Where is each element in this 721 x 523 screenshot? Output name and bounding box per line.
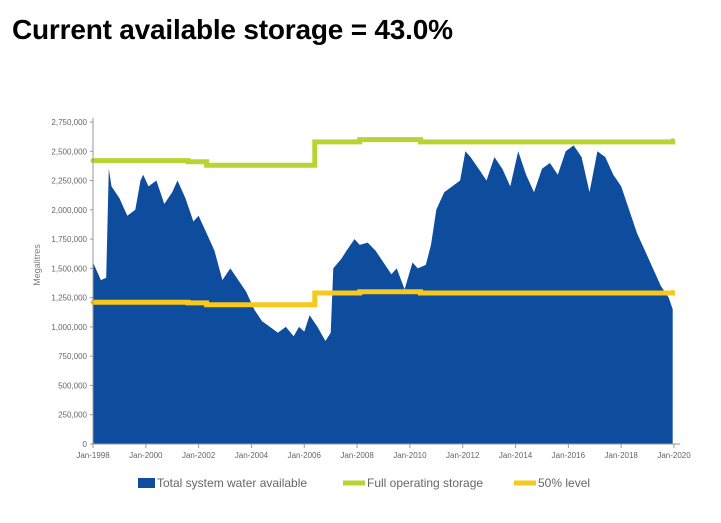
x-tick-label: Jan-2018 [605, 451, 639, 460]
x-tick-label: Jan-1998 [76, 451, 110, 460]
legend-label: 50% level [538, 476, 590, 490]
x-tick-label: Jan-2006 [288, 451, 322, 460]
legend: Total system water available Full operati… [138, 476, 590, 490]
y-tick-label: 750,000 [58, 352, 87, 361]
x-tick-label: Jan-2002 [182, 451, 216, 460]
series-line-full-operating-storage [90, 137, 676, 168]
x-tick-label: Jan-2004 [235, 451, 269, 460]
legend-swatch-area [138, 478, 155, 488]
x-tick-label: Jan-2010 [393, 451, 427, 460]
y-axis-title: Megalitres [32, 244, 42, 286]
x-tick-label: Jan-2016 [552, 451, 586, 460]
y-tick-label: 250,000 [58, 411, 87, 420]
x-tick-label: Jan-2014 [499, 451, 533, 460]
series-area-total-water [93, 145, 673, 444]
x-tick-label: Jan-2008 [340, 451, 374, 460]
y-tick-label: 2,500,000 [51, 147, 87, 156]
y-tick-label: 500,000 [58, 381, 87, 390]
y-tick-label: 1,500,000 [51, 264, 87, 273]
y-tick-label: 1,750,000 [51, 235, 87, 244]
y-tick-label: 2,250,000 [51, 177, 87, 186]
page-title: Current available storage = 43.0% [12, 14, 453, 45]
y-tick-label: 2,750,000 [51, 118, 87, 127]
legend-label: Total system water available [157, 476, 307, 490]
x-tick-label: Jan-2000 [129, 451, 163, 460]
x-tick-label: Jan-2020 [657, 451, 691, 460]
y-tick-label: 1,000,000 [51, 323, 87, 332]
axes: 0 250,000 500,000 750,000 1,000,000 1,250,000… [51, 118, 691, 460]
series-line-50-percent-level [90, 289, 676, 308]
x-tick-label: Jan-2012 [446, 451, 480, 460]
legend-label: Full operating storage [367, 476, 483, 490]
y-tick-label: 2,000,000 [51, 206, 87, 215]
y-tick-label: 1,250,000 [51, 294, 87, 303]
series-layer [90, 137, 676, 444]
y-tick-label: 0 [83, 440, 88, 449]
